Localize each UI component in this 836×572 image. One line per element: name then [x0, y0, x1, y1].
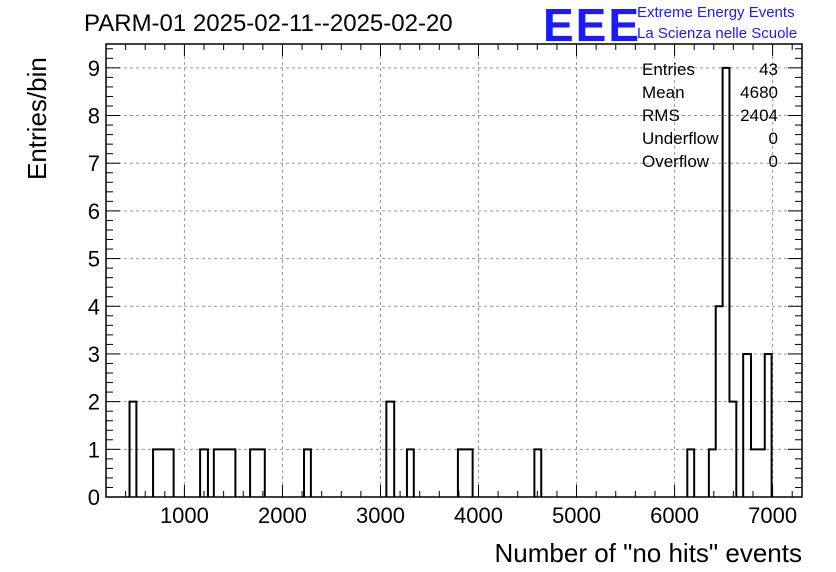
histogram-bin [214, 449, 236, 497]
logo-line-1: Extreme Energy Events [637, 4, 795, 21]
histogram-outline [128, 66, 773, 497]
stats-value-overflow: 0 [768, 152, 778, 171]
x-axis-label: Number of "no hits" events [494, 538, 803, 568]
stats-value-underflow: 0 [768, 129, 778, 148]
histogram-bin [250, 449, 265, 497]
stats-label-entries: Entries [642, 60, 695, 79]
histogram-bin [687, 449, 694, 497]
stats-label-overflow: Overflow [642, 152, 710, 171]
y-tick-label: 3 [88, 342, 100, 367]
y-tick-label: 5 [88, 247, 100, 272]
stats-label-underflow: Underflow [642, 129, 719, 148]
histogram-bin [751, 449, 765, 497]
stats-value-entries: 43 [759, 60, 778, 79]
y-tick-label: 2 [88, 390, 100, 415]
histogram-bin [723, 68, 730, 497]
y-tick-label: 9 [88, 56, 100, 81]
x-tick-label: 1000 [160, 503, 209, 528]
y-tick-label: 4 [88, 294, 100, 319]
y-axis-label: Entries/bin [22, 57, 52, 180]
axis-ticks [105, 44, 802, 498]
y-tick-label: 6 [88, 199, 100, 224]
y-tick-label: 0 [88, 485, 100, 510]
histogram-bin [743, 354, 751, 497]
histogram-bin [153, 449, 174, 497]
y-tick-label: 1 [88, 437, 100, 462]
histogram-bin [386, 402, 394, 497]
histogram-bin [729, 402, 736, 497]
histogram-bin [765, 354, 772, 497]
y-tick-label: 8 [88, 104, 100, 129]
plot-frame [105, 43, 803, 498]
eee-logo: EEE [543, 0, 642, 51]
histogram-bars [128, 66, 773, 497]
stats-label-mean: Mean [642, 83, 685, 102]
histogram-bin [709, 449, 716, 497]
stats-label-rms: RMS [642, 106, 680, 125]
histogram-bin [130, 402, 137, 497]
tick-labels: 1000 2000 3000 4000 5000 6000 7000 0 1 2 3 4 5 6 7 8 9 [88, 56, 797, 528]
stats-value-rms: 2404 [740, 106, 778, 125]
grid-lines [106, 44, 802, 497]
logo-line-2: La Scienza nelle Scuole [637, 25, 798, 42]
x-tick-label: 2000 [258, 503, 307, 528]
x-tick-label: 5000 [552, 503, 601, 528]
stats-value-mean: 4680 [740, 83, 778, 102]
histogram-bin [716, 306, 723, 497]
x-tick-label: 6000 [650, 503, 699, 528]
y-tick-label: 7 [88, 151, 100, 176]
x-tick-label: 3000 [356, 503, 405, 528]
x-tick-label: 4000 [454, 503, 503, 528]
x-tick-label: 7000 [748, 503, 797, 528]
histogram-bin [534, 449, 541, 497]
chart-title: PARM-01 2025-02-11--2025-02-20 [84, 10, 453, 37]
histogram-bin [407, 449, 414, 497]
histogram-bin [458, 449, 473, 497]
histogram-bin [200, 449, 208, 497]
histogram-bin [304, 449, 311, 497]
